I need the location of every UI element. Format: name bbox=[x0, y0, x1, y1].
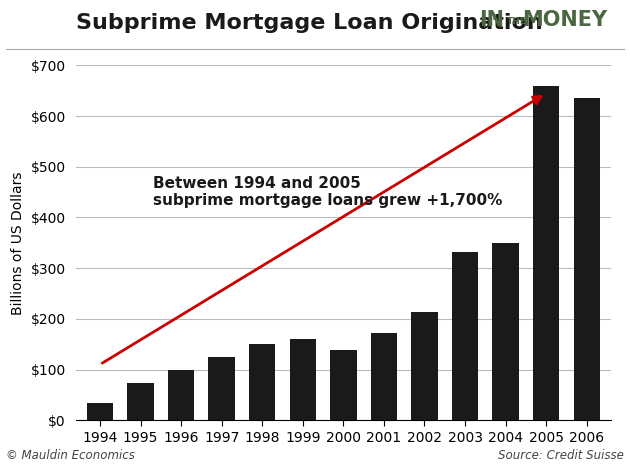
Bar bbox=[452, 252, 478, 420]
Text: MONEY: MONEY bbox=[522, 10, 607, 30]
Bar bbox=[168, 369, 194, 420]
Bar bbox=[127, 383, 154, 420]
Bar bbox=[573, 99, 600, 420]
Bar bbox=[209, 357, 235, 420]
Bar bbox=[533, 85, 559, 420]
Text: THE: THE bbox=[507, 17, 527, 26]
Text: Source: Credit Suisse: Source: Credit Suisse bbox=[498, 449, 624, 462]
Bar bbox=[87, 403, 113, 420]
Bar bbox=[290, 339, 316, 420]
Text: IN: IN bbox=[479, 10, 504, 30]
Bar bbox=[370, 333, 397, 420]
Bar bbox=[411, 312, 438, 420]
Bar bbox=[249, 344, 275, 420]
Y-axis label: Billions of US Dollars: Billions of US Dollars bbox=[11, 171, 25, 315]
Bar bbox=[493, 243, 519, 420]
Text: Between 1994 and 2005
subprime mortgage loans grew +1,700%: Between 1994 and 2005 subprime mortgage … bbox=[152, 176, 502, 208]
Bar bbox=[330, 350, 357, 420]
Text: © Mauldin Economics: © Mauldin Economics bbox=[6, 449, 135, 462]
Text: Subprime Mortgage Loan Origination: Subprime Mortgage Loan Origination bbox=[76, 13, 542, 33]
